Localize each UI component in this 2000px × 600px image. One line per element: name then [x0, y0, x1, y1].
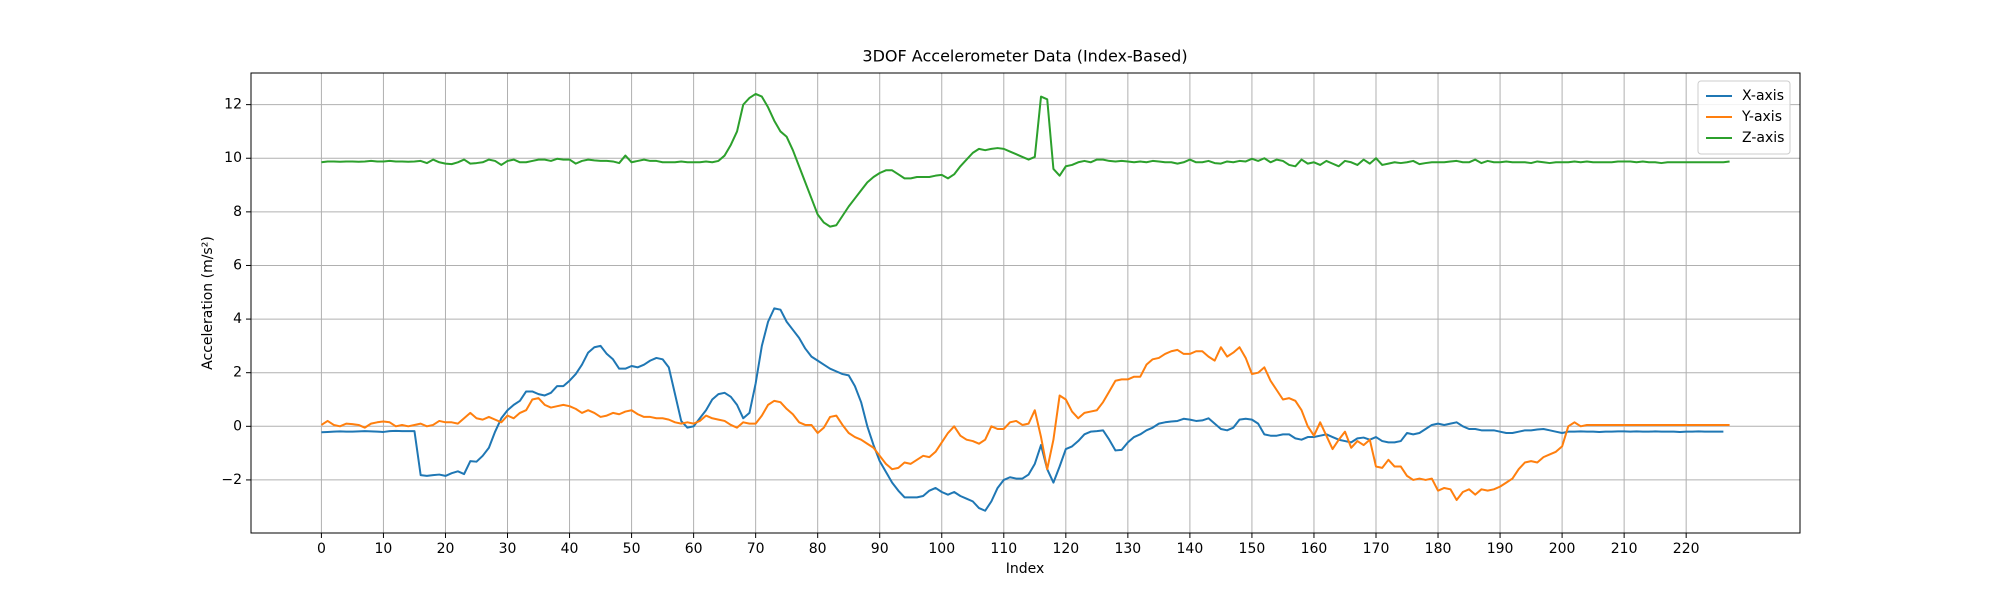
x-tick-label: 170: [1363, 541, 1390, 557]
x-tick-label: 50: [623, 541, 641, 557]
y-tick-label: 4: [233, 311, 242, 327]
legend-box: [1697, 80, 1791, 155]
x-tick-label: 190: [1487, 541, 1514, 557]
y-tick-label: 10: [224, 150, 242, 166]
x-tick-label: 40: [561, 541, 579, 557]
x-tick-label: 110: [990, 541, 1017, 557]
y-tick-label: 6: [233, 257, 242, 273]
x-tick-label: 70: [747, 541, 765, 557]
y-tick-label: 8: [233, 204, 242, 220]
x-tick-label: 0: [317, 541, 326, 557]
plot-lines: [320, 92, 1730, 512]
x-tick-label: 10: [375, 541, 393, 557]
x-tick-label: 130: [1114, 541, 1141, 557]
y-tick-label: 0: [233, 418, 242, 434]
y-tick-label: 12: [224, 97, 242, 113]
y-tick-label: −2: [221, 472, 242, 488]
series-line: [320, 346, 1730, 502]
x-tick-label: 20: [437, 541, 455, 557]
series-line: [321, 307, 1724, 512]
x-tick-label: 60: [685, 541, 703, 557]
x-tick-label: 30: [499, 541, 517, 557]
x-tick-label: 200: [1549, 541, 1576, 557]
legend-label: Z-axis: [1742, 130, 1784, 146]
plot-frame: [250, 72, 1801, 534]
x-tick-label: 80: [809, 541, 827, 557]
y-tick-label: 2: [233, 365, 242, 381]
legend: X-axis Y-axis Z-axis: [1697, 80, 1791, 155]
x-tick-label: 140: [1177, 541, 1204, 557]
x-tick-label: 160: [1301, 541, 1328, 557]
x-tick-label: 90: [871, 541, 889, 557]
chart-title: 3DOF Accelerometer Data (Index-Based): [862, 47, 1187, 66]
legend-label: Y-axis: [1741, 109, 1782, 125]
x-tick-label: 150: [1239, 541, 1266, 557]
x-tick-label: 180: [1425, 541, 1452, 557]
grid: 0 10 20 30 40 50 60 70 80 90 100 110 120 130 140 150 160…: [221, 73, 1800, 557]
y-axis-label: Acceleration (m/s²): [200, 236, 216, 370]
x-tick-label: 100: [928, 541, 955, 557]
x-tick-label: 210: [1611, 541, 1638, 557]
series-line: [321, 92, 1730, 228]
x-tick-label: 120: [1052, 541, 1079, 557]
x-tick-label: 220: [1673, 541, 1700, 557]
legend-label: X-axis: [1742, 88, 1784, 104]
x-axis-label: Index: [1006, 561, 1045, 577]
